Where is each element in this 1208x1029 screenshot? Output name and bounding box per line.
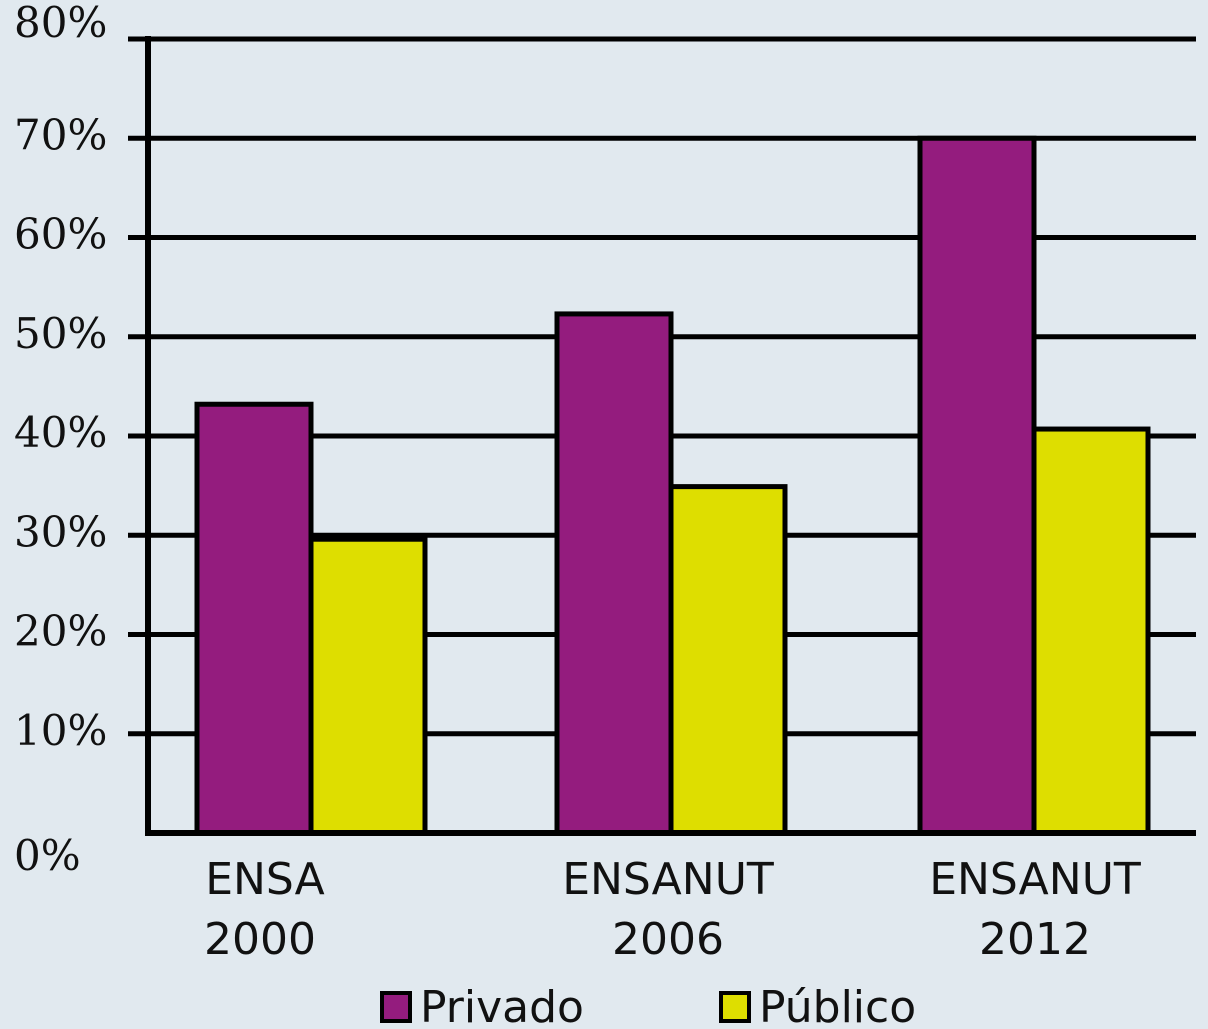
bar-publico-0	[308, 536, 428, 836]
x-category-label-line2: 2012	[979, 914, 1091, 965]
bar-publico-1	[668, 484, 788, 836]
bar-privado-0	[194, 401, 314, 836]
bar-privado-1	[554, 311, 674, 836]
y-tick-label: 60%	[14, 210, 107, 259]
y-tick-label: 70%	[14, 110, 107, 159]
y-tick-label: 10%	[14, 706, 107, 755]
x-category-label: ENSA 2000	[204, 854, 325, 965]
y-tick-label: 50%	[14, 309, 107, 358]
legend-label: Privado	[420, 982, 584, 1029]
legend-label: Público	[759, 982, 916, 1029]
x-category-label-line1: ENSA	[205, 854, 325, 905]
legend-swatch-1	[719, 991, 751, 1023]
x-category-label-line2: 2000	[204, 914, 316, 965]
x-category-label-line2: 2006	[612, 914, 724, 965]
bar-publico-2	[1031, 426, 1151, 836]
bar-privado-2	[917, 135, 1037, 836]
y-tick-label: 40%	[14, 408, 107, 457]
y-tick-label: 80%	[14, 0, 107, 47]
x-category-label: ENSANUT 2006	[562, 854, 774, 965]
y-tick-label: 0%	[14, 831, 81, 880]
x-category-label: ENSANUT 2012	[929, 854, 1141, 965]
y-tick-label: 20%	[14, 607, 107, 656]
y-tick-label: 30%	[14, 507, 107, 556]
legend-swatch-0	[380, 991, 412, 1023]
x-category-label-line1: ENSANUT	[929, 854, 1141, 905]
x-category-label-line1: ENSANUT	[562, 854, 774, 905]
